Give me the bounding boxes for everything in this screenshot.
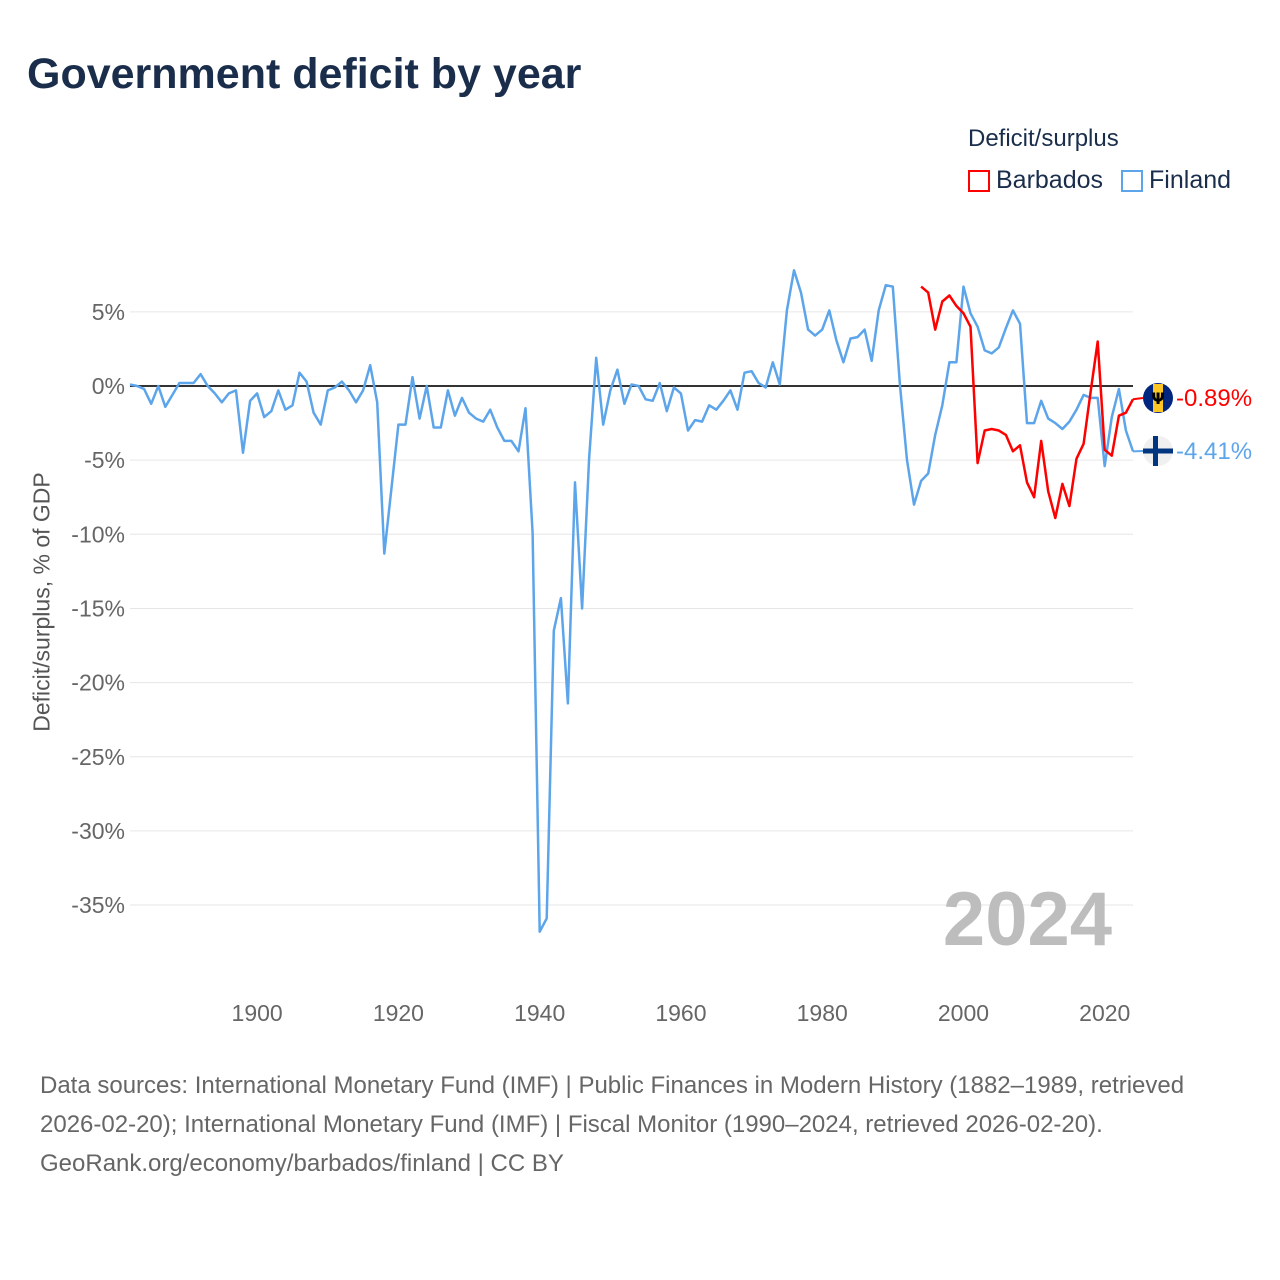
finland-cross-v xyxy=(1153,436,1158,466)
end-connector-barbados xyxy=(1132,397,1144,401)
y-tick-label: -25% xyxy=(71,744,125,770)
credit-link[interactable]: GeoRank.org/economy/barbados/finland | C… xyxy=(40,1150,564,1177)
barbados-flag-band xyxy=(1153,384,1163,412)
y-tick-label: -10% xyxy=(71,521,125,547)
x-tick-label: 2020 xyxy=(1079,1000,1130,1026)
footer: Data sources: International Monetary Fun… xyxy=(40,1066,1240,1183)
series-line-barbados xyxy=(920,285,1135,520)
legend-swatch-finland xyxy=(1121,169,1144,192)
y-tick-label: -30% xyxy=(71,818,125,844)
trident-icon: Ψ xyxy=(1151,389,1165,408)
legend-label-finland: Finland xyxy=(1149,166,1232,194)
end-value-label-barbados: -0.89% xyxy=(1176,385,1252,412)
y-tick-label: -20% xyxy=(71,670,125,696)
chart-title: Government deficit by year xyxy=(27,50,582,98)
x-tick-label: 1940 xyxy=(514,1000,565,1026)
legend-item-barbados[interactable]: Barbados xyxy=(968,166,1103,195)
data-sources: Data sources: International Monetary Fun… xyxy=(40,1072,1185,1138)
y-tick-label: 5% xyxy=(92,299,125,325)
y-tick-label: -5% xyxy=(84,447,125,473)
legend-swatch-barbados xyxy=(968,169,990,192)
x-tick-label: 1900 xyxy=(232,1000,283,1026)
y-tick-label: 0% xyxy=(92,373,125,399)
plot-area: 5% 0% -5% -10% -15% -20% -25% -30% -35% 1900 1920 1… xyxy=(71,269,1252,1026)
legend-title: Deficit/surplus xyxy=(968,125,1119,152)
legend-item-finland[interactable]: Finland xyxy=(1121,166,1231,195)
y-tick-label: -35% xyxy=(71,892,125,918)
legend-label-barbados: Barbados xyxy=(996,166,1104,194)
x-tick-label: 1980 xyxy=(797,1000,848,1026)
x-tick-label: 1960 xyxy=(655,1000,706,1026)
x-tick-label: 2000 xyxy=(938,1000,989,1026)
y-tick-label: -15% xyxy=(71,595,125,621)
end-value-label-finland: -4.41% xyxy=(1176,438,1252,465)
legend: Barbados Finland xyxy=(968,166,1231,195)
year-annotation: 2024 xyxy=(943,877,1112,962)
x-tick-label: 1920 xyxy=(373,1000,424,1026)
series-line-finland xyxy=(129,269,1135,933)
